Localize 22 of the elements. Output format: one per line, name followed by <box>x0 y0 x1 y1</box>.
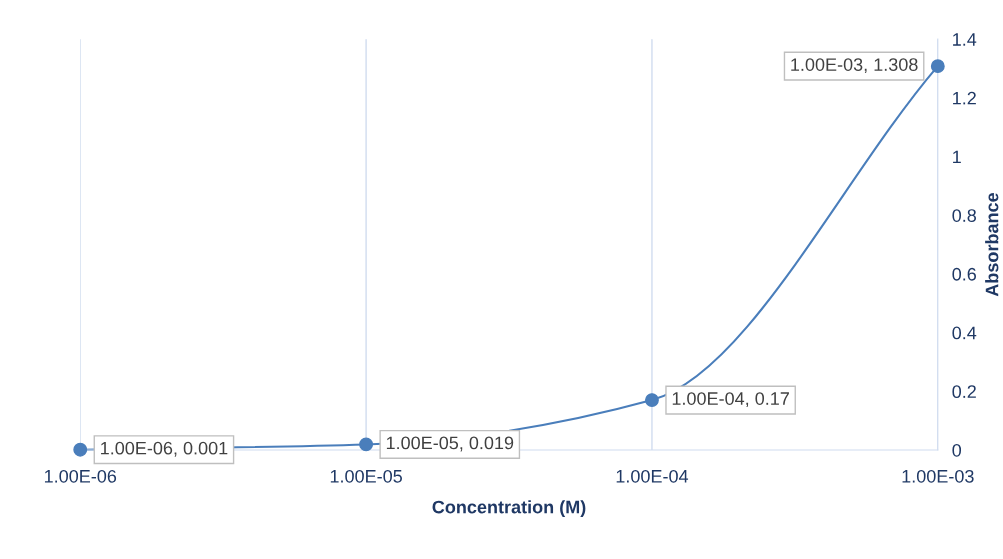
data-label: 1.00E-03, 1.308 <box>791 58 918 74</box>
data-label: 1.00E-04, 0.17 <box>672 392 789 408</box>
x-axis-title: Concentration (M) <box>432 500 586 517</box>
point <box>359 437 374 452</box>
y-tick-label: 1 <box>953 150 961 164</box>
y-tick-label: 0 <box>952 443 962 457</box>
x-tick-label: 1.00E-06 <box>44 469 117 483</box>
point <box>930 59 945 74</box>
y-tick-label: 1.4 <box>953 33 977 46</box>
data-label: 1.00E-05, 0.019 <box>386 436 514 452</box>
y-tick-label: 0.8 <box>952 209 977 222</box>
y-axis-title: Absorbance <box>985 193 999 297</box>
data-label: 1.00E-06, 0.001 <box>101 441 228 457</box>
y-tick-label: 0.4 <box>952 326 977 340</box>
x-tick-label: 1.00E-03 <box>902 469 974 483</box>
point <box>645 393 659 408</box>
point <box>73 442 88 457</box>
x-tick-label: 1.00E-05 <box>330 469 402 483</box>
y-tick-label: 1.2 <box>953 91 976 105</box>
x-tick-label: 1.00E-04 <box>616 469 689 483</box>
y-tick-label: 0.2 <box>952 385 976 399</box>
y-tick-label: 0.6 <box>952 267 976 281</box>
